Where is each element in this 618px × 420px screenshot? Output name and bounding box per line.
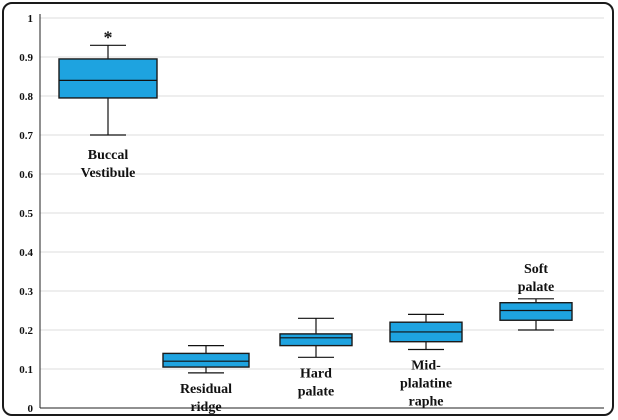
y-tick-label: 0.1 (19, 364, 33, 376)
y-tick-label: 1 (28, 13, 34, 25)
box-5 (499, 298, 573, 331)
category-label: Mid- (411, 359, 441, 374)
boxes: * (58, 27, 573, 374)
chart-frame: 0 0.1 0.2 0.3 0.4 0.5 0.6 0.7 0.8 0.9 1 * Buccal Ve… (2, 2, 614, 416)
y-tick-label: 0 (28, 403, 34, 414)
category-label: Soft (524, 262, 548, 277)
y-tick-label: 0.5 (19, 208, 33, 220)
y-tick-label: 0.9 (19, 52, 33, 64)
gridlines (40, 17, 604, 370)
y-tick-labels: 0 0.1 0.2 0.3 0.4 0.5 0.6 0.7 0.8 0.9 1 (19, 13, 34, 415)
box-plot-chart: 0 0.1 0.2 0.3 0.4 0.5 0.6 0.7 0.8 0.9 1 * Buccal Ve… (19, 13, 604, 415)
category-label: Residual (180, 382, 232, 397)
box-1: * (58, 27, 158, 136)
category-label: Buccal (88, 148, 129, 163)
y-tick-label: 0.3 (19, 286, 33, 298)
y-tick-label: 0.6 (19, 169, 33, 181)
box-2 (162, 345, 250, 374)
y-tick-label: 0.2 (19, 325, 33, 337)
category-label: palate (518, 280, 555, 295)
y-tick-label: 0.7 (19, 130, 33, 142)
iqr-box (58, 58, 158, 99)
category-labels: Buccal Vestibule Residual ridge Hard palate Mi… (81, 148, 555, 415)
iqr-box (499, 302, 573, 321)
axes (39, 14, 604, 409)
box-3 (279, 317, 353, 358)
category-label: plalatine (400, 377, 452, 392)
significance-marker: * (104, 27, 113, 47)
y-tick-label: 0.8 (19, 91, 33, 103)
box-4 (389, 313, 463, 351)
category-label: raphe (409, 395, 444, 410)
category-label: Vestibule (81, 166, 136, 181)
category-label: Hard (300, 366, 332, 381)
category-label: ridge (190, 400, 221, 414)
y-tick-label: 0.4 (19, 247, 33, 259)
iqr-box (279, 333, 353, 347)
category-label: palate (298, 384, 335, 399)
iqr-box (162, 352, 250, 368)
